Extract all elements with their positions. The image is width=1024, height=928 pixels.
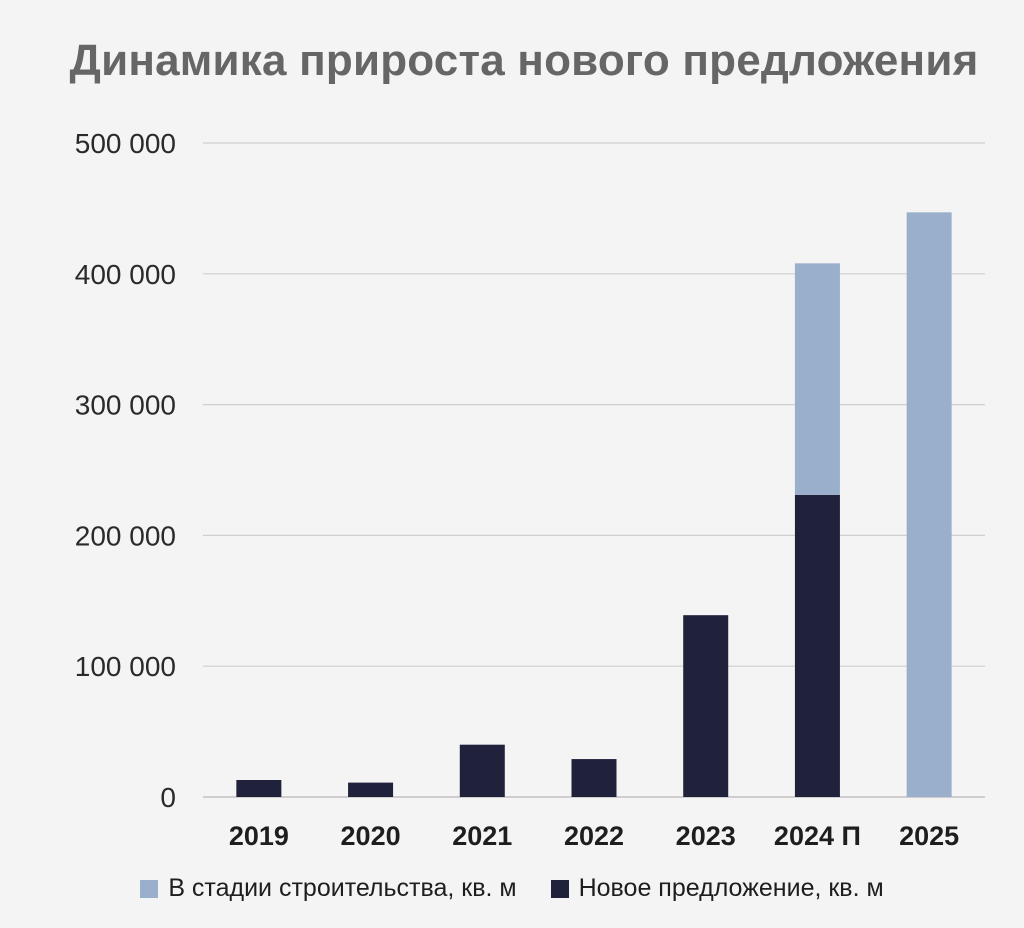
legend: В стадии строительства, кв. м Новое предл… — [0, 874, 1024, 903]
bar-new-supply-2021 — [459, 744, 505, 797]
x-tick-label: 2020 — [341, 821, 401, 851]
bar-new-supply-2024-П — [794, 494, 840, 797]
y-tick-label: 200 000 — [75, 520, 176, 551]
x-tick-label: 2022 — [564, 821, 624, 851]
bars — [236, 212, 952, 798]
bar-chart: 0 100 000 200 000 300 000 400 000 500 000 201… — [75, 128, 985, 851]
bar-under-construction-2025 — [906, 212, 952, 798]
y-axis-tick-labels: 0 100 000 200 000 300 000 400 000 500 000 — [75, 128, 176, 813]
x-tick-label: 2021 — [452, 821, 512, 851]
bar-new-supply-2023 — [683, 615, 729, 797]
x-tick-label: 2024 П — [774, 821, 861, 851]
x-axis-tick-labels: 2019 2020 2021 2022 2023 2024 П 2025 — [229, 821, 959, 851]
x-tick-label: 2023 — [676, 821, 736, 851]
bar-under-construction-2024-П — [794, 263, 840, 495]
x-tick-label: 2025 — [899, 821, 959, 851]
y-tick-label: 0 — [160, 782, 176, 813]
y-tick-label: 500 000 — [75, 128, 176, 159]
legend-swatch — [550, 879, 569, 898]
y-tick-label: 400 000 — [75, 259, 176, 290]
chart-title: Динамика прироста нового предложения — [69, 36, 979, 85]
x-tick-label: 2019 — [229, 821, 289, 851]
legend-label: В стадии строительства, кв. м — [168, 874, 517, 902]
legend-swatch — [140, 879, 159, 898]
y-tick-label: 100 000 — [75, 651, 176, 682]
legend-item: В стадии строительства, кв. м — [140, 874, 517, 903]
legend-label: Новое предложение, кв. м — [578, 874, 884, 902]
legend-item: Новое предложение, кв. м — [550, 874, 884, 903]
bar-new-supply-2022 — [571, 759, 617, 797]
y-tick-label: 300 000 — [75, 390, 176, 421]
gridlines — [203, 142, 985, 798]
bar-new-supply-2019 — [236, 779, 282, 797]
bar-new-supply-2020 — [348, 782, 394, 797]
